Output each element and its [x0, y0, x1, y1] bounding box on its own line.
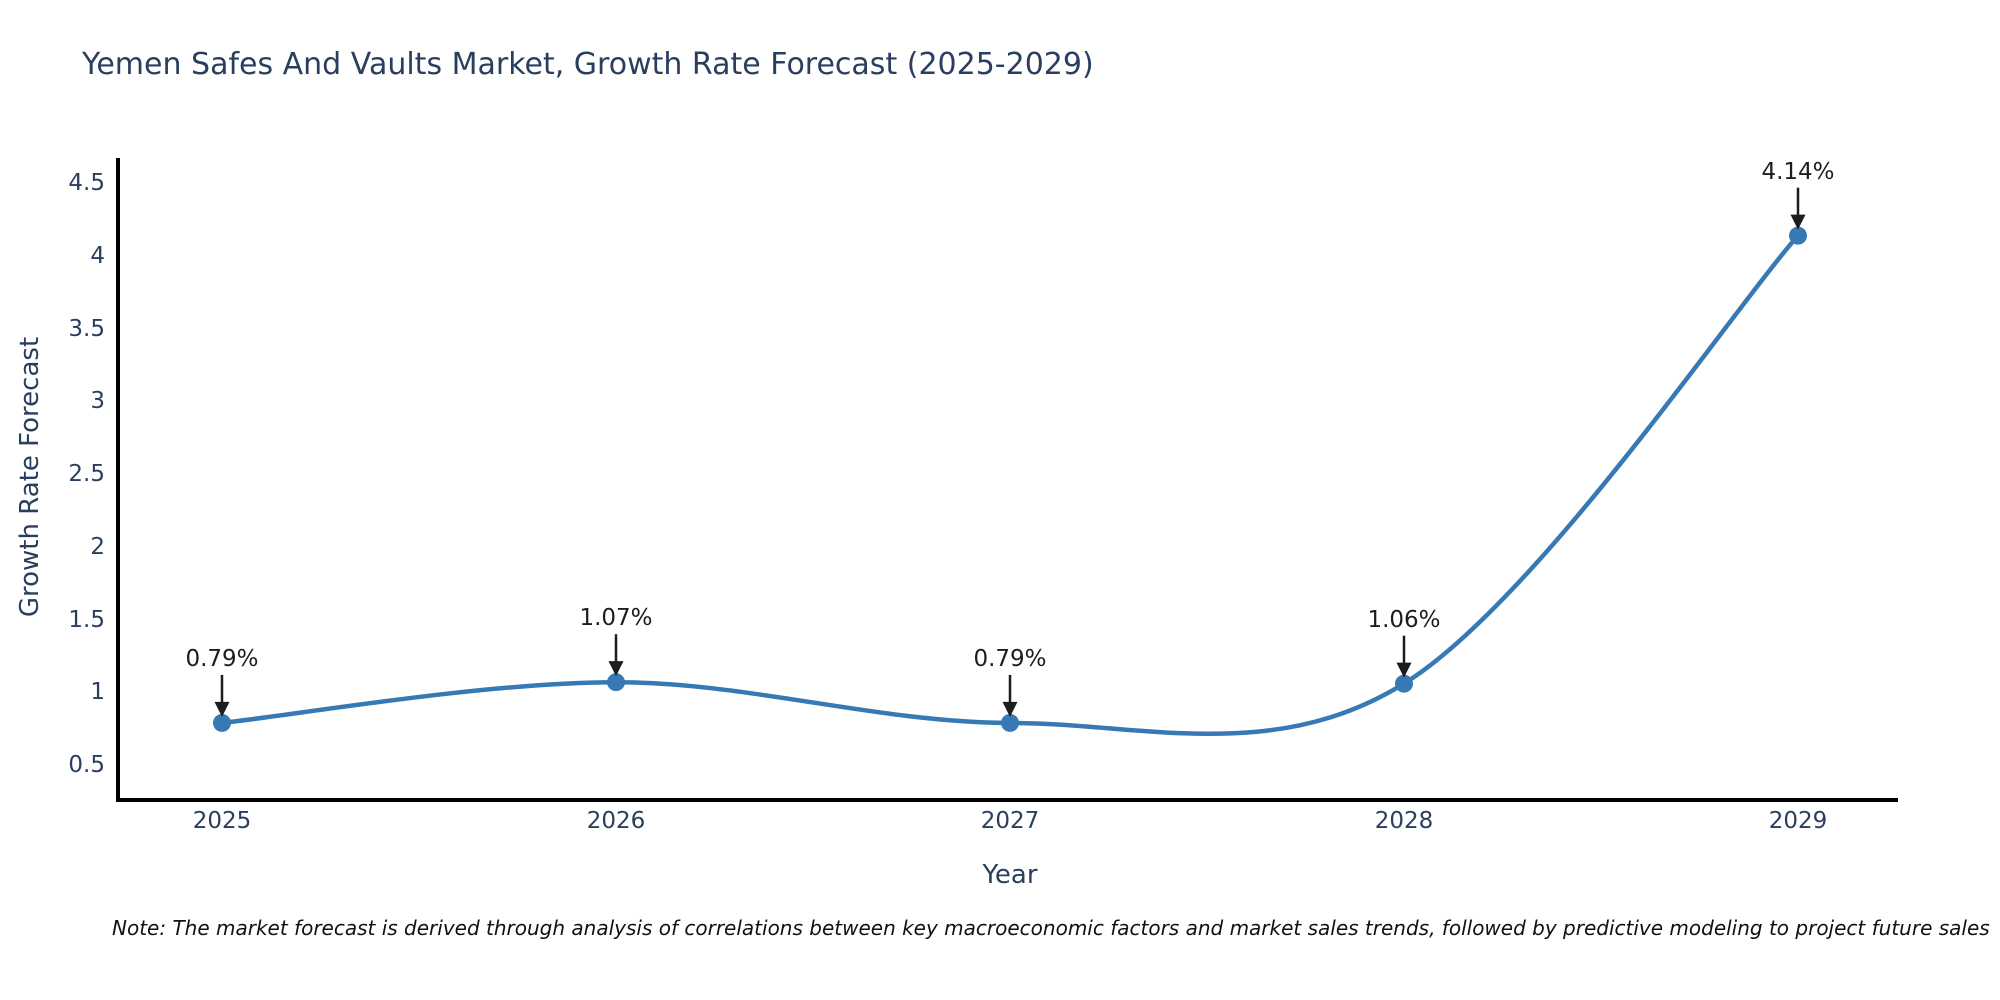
annotation-label-2027: 0.79%: [973, 645, 1047, 672]
annotation-arrow-head: [1002, 701, 1018, 717]
y-tick-label-4.5: 4.5: [68, 170, 105, 197]
annotation-label-2026: 1.07%: [579, 605, 653, 632]
y-tick-label-0.5: 0.5: [68, 752, 105, 779]
y-tick-label-3.5: 3.5: [68, 315, 105, 342]
chart-title: Yemen Safes And Vaults Market, Growth Ra…: [82, 47, 1094, 82]
data-point-marker-2025: [213, 713, 231, 732]
data-point-marker-2027: [1001, 713, 1019, 732]
annotation-label-2029: 4.14%: [1761, 158, 1835, 185]
y-tick-label-3: 3: [90, 388, 105, 415]
y-tick-label-4: 4: [90, 243, 105, 269]
x-tick-label-2025: 2025: [192, 808, 252, 834]
annotation-arrow-head: [214, 701, 230, 717]
y-tick-label-1: 1: [90, 679, 105, 706]
footnote: Note: The market forecast is derived thr…: [112, 916, 1990, 940]
y-axis-title: Growth Rate Forecast: [15, 336, 45, 618]
annotation-arrow-head: [1396, 662, 1412, 678]
y-tick-label-1.5: 1.5: [68, 606, 105, 633]
growth-rate-spline: [219, 233, 1801, 737]
annotation-label-2025: 0.79%: [185, 645, 259, 672]
annotation-label-2028: 1.06%: [1367, 606, 1441, 633]
x-tick-label-2028: 2028: [1374, 808, 1434, 834]
annotation-arrow-head: [608, 661, 624, 677]
data-point-marker-2028: [1395, 674, 1413, 693]
annotation-arrow-head: [1790, 214, 1806, 230]
x-axis-title: Year: [982, 860, 1038, 890]
data-point-marker-2026: [607, 673, 625, 692]
y-tick-label-2: 2: [90, 533, 105, 560]
data-point-marker-2029: [1789, 226, 1807, 245]
y-tick-label-2.5: 2.5: [68, 461, 105, 488]
x-tick-label-2029: 2029: [1768, 808, 1828, 834]
x-tick-label-2027: 2027: [980, 808, 1040, 834]
x-tick-label-2026: 2026: [586, 808, 646, 834]
